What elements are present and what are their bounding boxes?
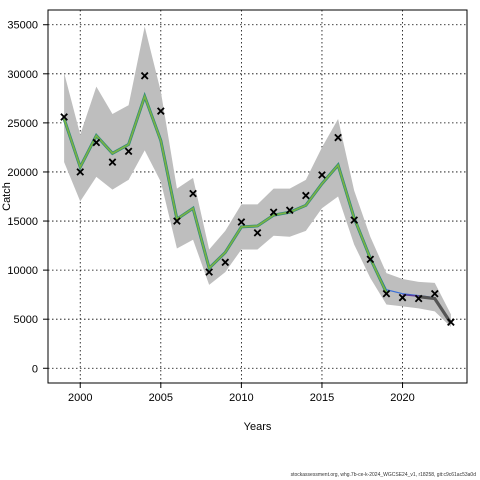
- observed-point-stroke: [447, 318, 455, 326]
- observed-point: [108, 158, 117, 166]
- observed-point-stroke: [92, 138, 101, 147]
- observed-point-stroke: [76, 168, 85, 176]
- observed-point-stroke: [205, 268, 213, 276]
- observed-point: [414, 294, 423, 303]
- y-tick-label: 30000: [7, 69, 38, 81]
- observed-point: [253, 228, 262, 237]
- y-tick-label: 25000: [7, 118, 38, 130]
- observed-point: [140, 71, 149, 80]
- y-axis-ticks: 0 5000 10000 15000 20000 25000 30000 35000: [7, 20, 48, 375]
- x-tick-label: 2000: [68, 392, 92, 404]
- fit-line-green: [63, 93, 388, 294]
- observed-point: [285, 206, 294, 215]
- plot-frame: [47, 9, 468, 384]
- observed-point: [398, 293, 407, 302]
- observed-point-stroke: [382, 289, 391, 298]
- observed-point: [382, 289, 391, 298]
- confidence-band: [64, 26, 451, 328]
- observed-point: [350, 216, 359, 224]
- observed-point-stroke: [430, 289, 439, 298]
- observed-point-stroke: [334, 133, 342, 142]
- observed-point: [156, 107, 165, 115]
- observed-point-stroke: [237, 218, 246, 226]
- observed-point-stroke: [285, 206, 294, 215]
- observed-point-stroke: [60, 113, 68, 121]
- observed-point: [221, 258, 230, 267]
- observed-point-stroke: [108, 158, 117, 166]
- x-tick-label: 2010: [229, 392, 253, 404]
- observed-point: [302, 191, 310, 200]
- observed-point-stroke: [398, 293, 407, 302]
- observed-point: [447, 318, 455, 326]
- fitted-lines: [62, 91, 453, 325]
- observed-point-stroke: [269, 208, 278, 217]
- observed-point: [366, 255, 375, 264]
- observed-point-stroke: [189, 189, 197, 198]
- observed-point-stroke: [366, 255, 375, 264]
- observed-points: [60, 71, 455, 326]
- x-axis-ticks: 2000 2005 2010 2015 2020: [68, 383, 415, 404]
- observed-point-stroke: [253, 228, 262, 237]
- grid-lines: [48, 10, 467, 383]
- projection-line: [418, 295, 453, 325]
- observed-point: [237, 218, 246, 226]
- observed-point: [269, 208, 278, 217]
- x-tick-label: 2005: [149, 392, 173, 404]
- observed-point: [205, 268, 213, 276]
- observed-point-stroke: [350, 216, 359, 224]
- y-tick-label: 15000: [7, 216, 38, 228]
- y-axis-title: Catch: [1, 182, 13, 211]
- observed-point: [92, 138, 101, 147]
- x-axis-title: Years: [244, 421, 272, 433]
- observed-point: [189, 189, 197, 198]
- observed-point: [173, 217, 181, 225]
- observed-point: [60, 113, 68, 121]
- source-caption: stockassessment.org, whg.7b-ce-k-2024_WG…: [290, 472, 476, 478]
- observed-point-stroke: [318, 171, 326, 179]
- x-tick-label: 2015: [310, 392, 334, 404]
- observed-point: [76, 168, 85, 176]
- y-tick-label: 0: [32, 363, 38, 375]
- y-tick-label: 20000: [7, 167, 38, 179]
- observed-point: [430, 289, 439, 298]
- y-tick-label: 5000: [14, 314, 38, 326]
- observed-point-stroke: [124, 147, 133, 156]
- x-tick-label: 2020: [390, 392, 414, 404]
- observed-point-stroke: [140, 71, 149, 80]
- observed-point-stroke: [173, 217, 181, 225]
- y-tick-label: 10000: [7, 265, 38, 277]
- observed-point-stroke: [156, 107, 165, 115]
- y-tick-label: 35000: [7, 20, 38, 32]
- observed-point: [124, 147, 133, 156]
- observed-point: [334, 133, 342, 142]
- observed-point: [318, 171, 326, 179]
- observed-point-stroke: [414, 294, 423, 303]
- observed-point-stroke: [221, 258, 230, 267]
- observed-point-stroke: [302, 191, 310, 200]
